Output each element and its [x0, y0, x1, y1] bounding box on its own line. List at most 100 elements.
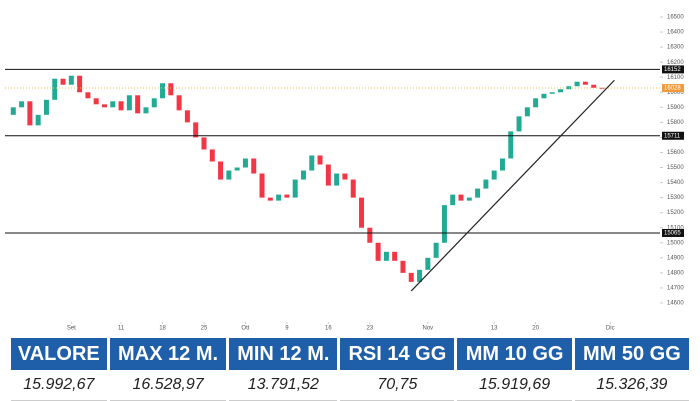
candle — [367, 227, 373, 243]
y-tick-label: 15900 — [667, 105, 684, 111]
y-tick-label: 15800 — [667, 120, 684, 126]
candle — [242, 158, 248, 168]
candle — [408, 272, 414, 282]
level-label: 16152 — [664, 67, 681, 73]
candle — [516, 116, 522, 132]
x-tick-label: 18 — [159, 326, 166, 332]
candle — [433, 242, 439, 258]
y-tick-label: 15300 — [667, 195, 684, 201]
x-tick-label: 9 — [285, 326, 289, 332]
candle — [317, 155, 323, 165]
column-header: VALORE — [11, 338, 107, 370]
candle — [566, 86, 572, 90]
candle — [300, 170, 306, 180]
candle — [309, 155, 315, 171]
x-tick-label: Ott — [241, 326, 249, 332]
y-tick-label: 14600 — [667, 301, 684, 307]
header-row: VALORE MAX 12 M. MIN 12 M. RSI 14 GG MM 10 G… — [11, 338, 689, 370]
candle — [533, 98, 539, 108]
candle — [234, 167, 240, 171]
candle — [342, 173, 348, 180]
x-tick-label: 13 — [491, 326, 498, 332]
trend-line — [410, 79, 615, 292]
y-tick-label: 16000 — [667, 90, 684, 96]
candle — [508, 131, 514, 159]
stat-value: 15.326,39 — [574, 370, 689, 401]
x-tick-label: Dic — [606, 326, 615, 332]
candle — [60, 78, 66, 85]
candle — [251, 158, 257, 174]
candle — [475, 188, 481, 198]
candle — [226, 170, 232, 180]
candle — [292, 179, 298, 198]
candle — [375, 242, 381, 261]
candle — [350, 179, 356, 198]
candle — [19, 101, 25, 108]
x-tick-label: 20 — [532, 326, 539, 332]
candle — [591, 84, 597, 88]
y-tick-label: 15600 — [667, 150, 684, 156]
candle — [541, 93, 547, 99]
candle — [558, 89, 564, 93]
candle — [27, 101, 33, 126]
y-tick-label: 16400 — [667, 30, 684, 36]
y-tick-label: 14700 — [667, 285, 684, 291]
candle — [151, 98, 157, 108]
stat-value: 15.992,67 — [11, 370, 107, 401]
candle — [441, 205, 447, 243]
x-tick-label: 23 — [366, 326, 373, 332]
x-tick-label: 16 — [325, 326, 332, 332]
candle — [93, 98, 99, 105]
level-label: 15065 — [664, 231, 681, 237]
candle — [168, 83, 174, 96]
y-tick-label: 16500 — [667, 15, 684, 21]
y-tick-label: 15500 — [667, 165, 684, 171]
x-tick-label: 25 — [201, 326, 208, 332]
candle — [68, 75, 74, 85]
y-tick-label: 16100 — [667, 75, 684, 81]
candle — [549, 92, 555, 94]
candle — [201, 137, 207, 150]
candle — [110, 101, 116, 108]
y-tick-label: 16300 — [667, 45, 684, 51]
candle — [599, 87, 605, 89]
stat-value: 16.528,97 — [109, 370, 227, 401]
level-label: 15711 — [664, 133, 681, 139]
last-price-box — [662, 84, 684, 93]
column-header: RSI 14 GG — [340, 338, 455, 370]
candle — [499, 158, 505, 171]
candle — [574, 81, 580, 87]
last-price-label: 16028 — [664, 86, 681, 92]
candle — [77, 75, 83, 93]
y-tick-label: 16200 — [667, 60, 684, 66]
level-label-box — [662, 228, 684, 237]
candle — [325, 164, 331, 186]
candle — [392, 251, 398, 261]
candle — [334, 173, 340, 186]
candle — [85, 92, 91, 99]
level-label-box — [662, 65, 684, 74]
candle — [417, 269, 423, 282]
column-header: MAX 12 M. — [109, 338, 227, 370]
level-label-box — [662, 131, 684, 140]
candle — [458, 194, 464, 201]
y-tick-label: 14800 — [667, 270, 684, 276]
stat-value: 13.791,52 — [229, 370, 338, 401]
candle — [126, 95, 132, 111]
candle — [143, 107, 149, 114]
candle — [259, 173, 265, 198]
candle — [491, 170, 497, 180]
x-tick-label: Nov — [423, 326, 434, 332]
candle — [135, 95, 141, 114]
candle — [425, 257, 431, 270]
candle — [276, 194, 282, 201]
candle — [193, 122, 199, 138]
candle — [218, 161, 224, 180]
candle — [43, 99, 49, 115]
candle — [466, 197, 472, 201]
candle — [176, 95, 182, 111]
candle — [450, 194, 456, 206]
candle — [52, 78, 58, 100]
candle — [483, 179, 489, 189]
